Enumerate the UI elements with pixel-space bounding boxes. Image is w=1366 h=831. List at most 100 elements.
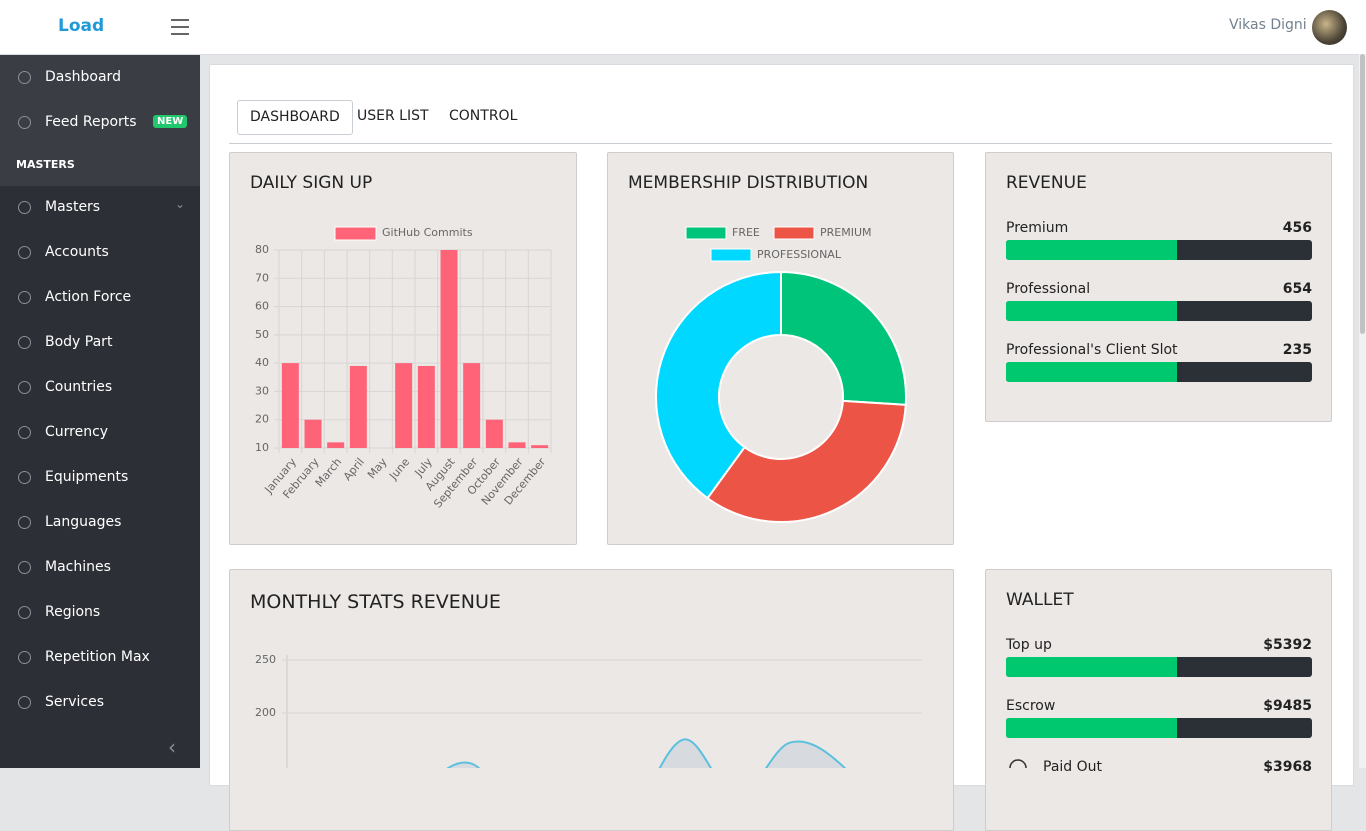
progress-label: Escrow <box>1006 698 1056 714</box>
nav-icon <box>18 71 31 84</box>
nav-item[interactable]: Currency <box>0 410 200 455</box>
nav-item[interactable]: Regions <box>0 590 200 635</box>
legend-label: FREE <box>732 226 760 239</box>
nav-label: Equipments <box>45 469 129 485</box>
legend-swatch <box>710 248 752 262</box>
nav-icon <box>18 291 31 304</box>
nav-badge: NEW <box>153 115 188 128</box>
scrollbar[interactable] <box>1359 54 1366 768</box>
progress-label: Premium <box>1006 220 1069 236</box>
doughnut-slice <box>780 270 907 406</box>
card-title: MEMBERSHIP DISTRIBUTION <box>628 173 869 193</box>
nav-icon <box>18 336 31 349</box>
section-heading: MASTERS <box>16 158 75 171</box>
nav-label: Repetition Max <box>45 649 150 665</box>
y-tick-label: 80 <box>255 243 269 256</box>
progress-row: Professional 654 <box>1006 281 1312 321</box>
y-tick-label: 200 <box>255 706 276 719</box>
progress-row: Escrow $9485 <box>1006 698 1312 738</box>
x-tick-label: April <box>341 456 367 484</box>
nav-icon <box>18 696 31 709</box>
progress-value: 235 <box>1282 342 1312 358</box>
line <box>446 738 846 768</box>
legend-label: PREMIUM <box>820 226 872 239</box>
chevron: ⌄ <box>175 197 186 211</box>
legend-swatch <box>773 226 815 240</box>
nav-item[interactable]: Countries <box>0 365 200 410</box>
bar <box>395 363 413 448</box>
progress-fill <box>1006 240 1177 260</box>
top-bar: Load Vikas Digni <box>0 0 1366 55</box>
progress-row: Top up $5392 <box>1006 637 1312 677</box>
tab[interactable]: USER LIST <box>357 108 429 124</box>
x-tick-label: May <box>365 455 390 481</box>
menu-toggle[interactable] <box>171 19 189 40</box>
sidebar: MASTERS ‹ Dashboard Feed Reports NEW Master… <box>0 55 200 768</box>
x-tick-label: June <box>386 455 412 483</box>
tab[interactable]: CONTROL <box>449 108 518 124</box>
y-tick-label: 50 <box>255 328 269 341</box>
progress-value: $5392 <box>1263 637 1312 653</box>
user-name[interactable]: Vikas Digni <box>1229 17 1307 33</box>
progress-label: Professional's Client Slot <box>1006 342 1178 358</box>
progress-value: $9485 <box>1263 698 1312 714</box>
nav-item[interactable]: Machines <box>0 545 200 590</box>
nav-label: Action Force <box>45 289 132 305</box>
progress-bar <box>1006 301 1312 321</box>
nav-icon <box>18 651 31 664</box>
nav-item[interactable]: Equipments <box>0 455 200 500</box>
nav-icon <box>18 561 31 574</box>
nav-label: Currency <box>45 424 109 440</box>
avatar[interactable] <box>1312 10 1347 45</box>
collapse-button[interactable]: ‹ <box>168 735 176 759</box>
nav-label: Countries <box>45 379 113 395</box>
nav-icon <box>18 201 31 214</box>
y-tick-label: 250 <box>255 653 276 666</box>
legend-label: PROFESSIONAL <box>757 248 842 261</box>
nav-item[interactable]: Services <box>0 680 200 725</box>
bar <box>508 442 526 448</box>
bar <box>327 442 345 448</box>
nav-item[interactable]: Action Force <box>0 275 200 320</box>
tab[interactable]: DASHBOARD <box>237 100 353 135</box>
card-title: DAILY SIGN UP <box>250 173 373 193</box>
nav-label: Masters <box>45 199 101 215</box>
progress-bar <box>1006 657 1312 677</box>
nav-item[interactable]: Masters ⌄ <box>0 185 200 230</box>
nav-item[interactable]: Accounts <box>0 230 200 275</box>
doughnut-slice <box>655 270 782 500</box>
nav-item[interactable]: Feed Reports NEW <box>0 100 200 145</box>
nav-item[interactable]: Body Part <box>0 320 200 365</box>
y-tick-label: 40 <box>255 356 269 369</box>
bar <box>417 365 435 448</box>
nav-icon <box>18 606 31 619</box>
progress-label: Professional <box>1006 281 1091 297</box>
bar <box>281 363 299 448</box>
nav-item[interactable]: Repetition Max <box>0 635 200 680</box>
nav-label: Body Part <box>45 334 113 350</box>
legend-label: GitHub Commits <box>382 226 473 239</box>
progress-value: 456 <box>1282 220 1312 236</box>
y-tick-label: 10 <box>255 441 269 454</box>
doughnut-slice <box>706 399 907 523</box>
progress-fill <box>1006 301 1177 321</box>
progress-fill <box>1006 718 1177 738</box>
card-title: MONTHLY STATS REVENUE <box>250 591 501 613</box>
y-tick-label: 60 <box>255 300 269 313</box>
nav-item[interactable]: Dashboard <box>0 55 200 100</box>
nav-label: Accounts <box>45 244 109 260</box>
brand[interactable]: Load <box>58 16 105 36</box>
nav-label: Regions <box>45 604 101 620</box>
bar <box>304 419 322 448</box>
y-tick-label: 20 <box>255 413 269 426</box>
card: DAILY SIGN UP <box>229 152 577 545</box>
legend-swatch <box>334 226 377 241</box>
progress-row: Premium 456 <box>1006 220 1312 260</box>
nav-item[interactable]: Languages <box>0 500 200 545</box>
progress-bar <box>1006 362 1312 382</box>
progress-fill <box>1006 657 1177 677</box>
bar <box>485 419 503 448</box>
nav-icon <box>18 516 31 529</box>
card-title: REVENUE <box>1006 173 1087 193</box>
